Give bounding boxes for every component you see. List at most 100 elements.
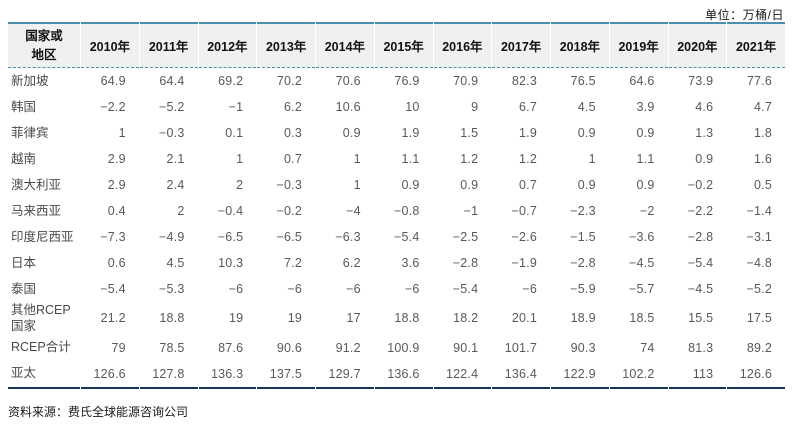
data-cell: −1 <box>228 100 244 114</box>
row-label: 马来西亚 <box>11 203 62 218</box>
data-cell: −5.9 <box>570 282 596 296</box>
data-cell: −5.4 <box>687 256 714 270</box>
row-label: 韩国 <box>11 99 37 114</box>
data-cell: −2.8 <box>687 230 714 244</box>
year-column-header: 2021年 <box>727 22 785 68</box>
data-cell: 136.4 <box>492 361 550 389</box>
table-row: 日本 0.6 4.5 10.3 7.2 6.2 3.6 −2.8 −1.9 −2.8 −4.5 −5.… <box>8 250 785 276</box>
row-label: 泰国 <box>11 281 37 296</box>
table-body: 新加坡 64.9 64.4 69.2 70.2 70.6 76.9 70.9 82.3 76.5 6… <box>8 68 785 389</box>
data-cell: −6 <box>404 282 420 296</box>
data-cell: −3.1 <box>746 230 772 244</box>
corner-header: 国家或 地区 <box>8 22 80 68</box>
data-cell: 1.9 <box>401 126 420 140</box>
data-cell: 4.6 <box>695 100 714 114</box>
row-label: RCEP合计 <box>11 340 71 355</box>
data-cell: −1.4 <box>746 204 772 218</box>
data-cell: 18.2 <box>453 311 479 326</box>
data-cell: 82.3 <box>511 74 537 88</box>
data-cell: 18.8 <box>159 311 185 326</box>
data-cell: −3.6 <box>629 230 655 244</box>
data-cell: 21.2 <box>100 311 126 326</box>
data-cell: 89.2 <box>746 340 772 355</box>
data-cell: 0.9 <box>695 152 714 166</box>
data-cell: 0.9 <box>342 126 361 140</box>
data-cell: 17.5 <box>746 311 772 326</box>
data-cell: −1.5 <box>570 230 596 244</box>
data-cell: 17 <box>346 311 361 326</box>
data-cell: 0.1 <box>225 126 244 140</box>
data-cell: 77.6 <box>746 74 772 88</box>
data-cell: 136.6 <box>374 361 433 389</box>
data-cell: 1.8 <box>754 126 772 140</box>
table-row: 越南 2.9 2.1 1 0.7 1 1.1 1.2 1.2 1 1.1 0.9 1.6 <box>8 146 785 172</box>
data-cell: −2.8 <box>452 256 479 270</box>
data-cell: −1 <box>463 204 479 218</box>
data-cell: −4 <box>346 204 361 218</box>
data-cell: −5.4 <box>100 282 126 296</box>
data-cell: −2.8 <box>570 256 596 270</box>
data-cell: −2.2 <box>687 204 714 218</box>
data-cell: 102.2 <box>609 361 668 389</box>
data-cell: 4.7 <box>754 100 772 114</box>
table-row: 泰国 −5.4 −5.3 −6 −6 −6 −6 −5.4 −6 −5.9 −5.7 −4.5 −5.2 <box>8 276 785 302</box>
data-cell: −0.2 <box>276 204 302 218</box>
row-label: 其他RCEP国家 <box>11 303 71 334</box>
year-column-header: 2020年 <box>668 22 727 68</box>
data-cell: 0.4 <box>107 204 126 218</box>
data-cell: 6.7 <box>519 100 537 114</box>
data-cell: 6.2 <box>284 100 302 114</box>
year-column-header: 2016年 <box>433 22 492 68</box>
data-cell: 70.2 <box>276 74 302 88</box>
data-cell: −6 <box>287 282 302 296</box>
year-column-header: 2010年 <box>81 22 139 68</box>
table-row: 菲律宾 1 −0.3 0.1 0.3 0.9 1.9 1.5 1.9 0.9 0.9 1.3 1.8 <box>8 120 785 146</box>
data-cell: 0.9 <box>636 126 655 140</box>
data-cell: 101.7 <box>504 340 537 355</box>
data-cell: 100.9 <box>387 340 420 355</box>
year-column-header: 2012年 <box>198 22 257 68</box>
data-cell: −5.4 <box>452 282 479 296</box>
data-cell: 19 <box>287 311 302 326</box>
data-cell: −7.3 <box>100 230 126 244</box>
row-label: 澳大利亚 <box>11 177 62 192</box>
data-cell: 1 <box>236 152 244 166</box>
data-cell: 126.6 <box>727 361 785 389</box>
data-cell: 90.3 <box>570 340 596 355</box>
data-cell: 122.9 <box>551 361 609 389</box>
data-cell: −6.5 <box>276 230 302 244</box>
data-cell: −5.2 <box>159 100 185 114</box>
data-cell: 3.9 <box>636 100 655 114</box>
data-cell: 64.6 <box>629 74 655 88</box>
data-cell: −6 <box>228 282 244 296</box>
data-cell: −6 <box>346 282 361 296</box>
data-cell: 0.9 <box>577 178 596 192</box>
data-cell: 129.7 <box>316 361 374 389</box>
data-cell: 7.2 <box>284 256 302 270</box>
data-cell: 0.9 <box>636 178 655 192</box>
row-label: 新加坡 <box>11 73 49 88</box>
data-cell: 0.7 <box>284 152 302 166</box>
data-cell: 3.6 <box>401 256 420 270</box>
data-cell: 70.6 <box>335 74 361 88</box>
data-cell: 90.6 <box>276 340 302 355</box>
data-cell: 87.6 <box>218 340 244 355</box>
data-cell: 10.3 <box>218 256 244 270</box>
year-column-header: 2014年 <box>316 22 374 68</box>
table-row: 新加坡 64.9 64.4 69.2 70.2 70.6 76.9 70.9 82.3 76.5 6… <box>8 68 785 94</box>
data-cell: 136.3 <box>198 361 257 389</box>
data-cell: 78.5 <box>159 340 185 355</box>
data-cell: −5.4 <box>394 230 420 244</box>
data-cell: −1.9 <box>511 256 537 270</box>
data-cell: 127.8 <box>139 361 198 389</box>
data-cell: 1 <box>118 126 126 140</box>
data-cell: 2.4 <box>166 178 185 192</box>
data-cell: 126.6 <box>81 361 139 389</box>
data-cell: 0.9 <box>577 126 596 140</box>
row-label: 菲律宾 <box>11 125 49 140</box>
table-row: 印度尼西亚 −7.3 −4.9 −6.5 −6.5 −6.3 −5.4 −2.5 −2.6 −1.… <box>8 224 785 250</box>
data-cell: −2.3 <box>570 204 596 218</box>
data-cell: 1.1 <box>636 152 655 166</box>
data-cell: 20.1 <box>511 311 537 326</box>
data-cell: −4.9 <box>159 230 185 244</box>
